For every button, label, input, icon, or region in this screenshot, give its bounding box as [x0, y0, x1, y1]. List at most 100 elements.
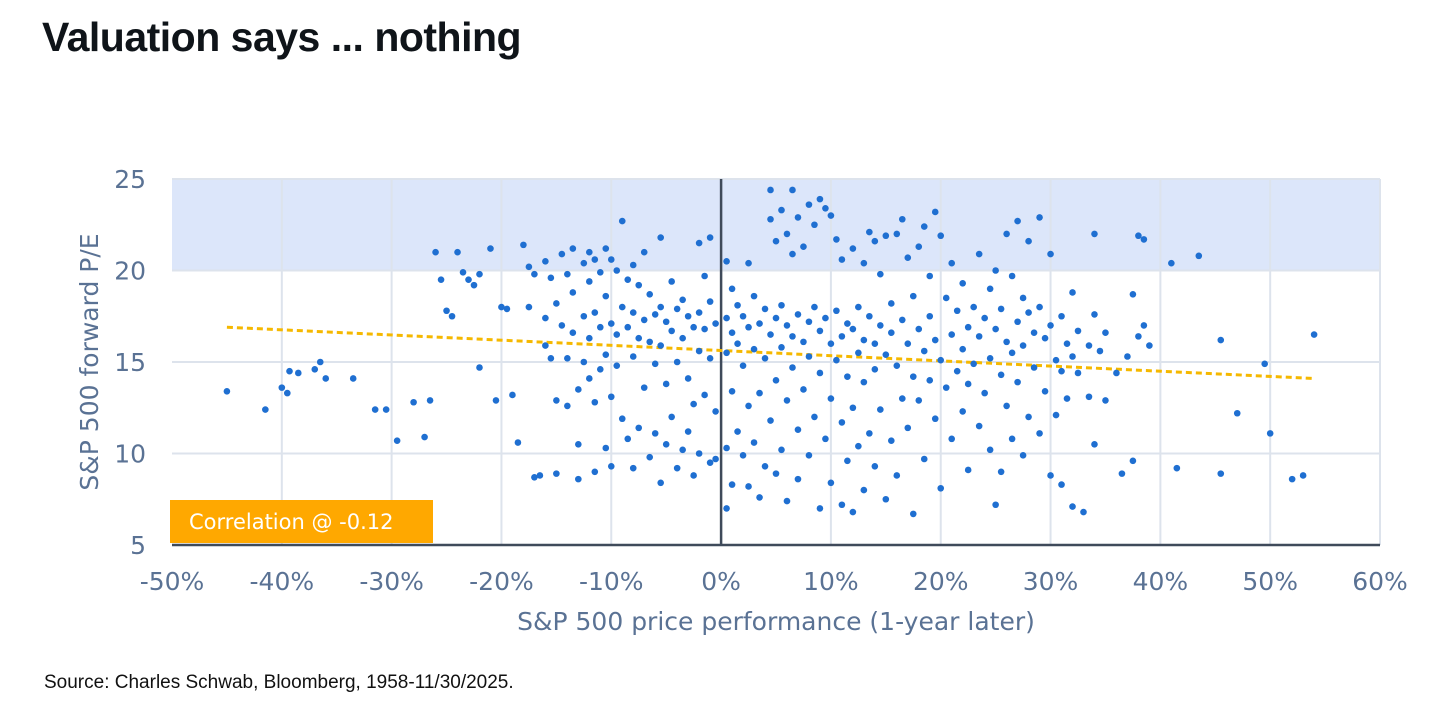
scatter-point — [756, 494, 763, 501]
scatter-point — [778, 344, 785, 351]
scatter-point — [997, 305, 1005, 313]
scatter-point — [882, 495, 890, 503]
scatter-point — [684, 312, 692, 320]
scatter-point — [844, 373, 851, 380]
scatter-point — [745, 259, 752, 267]
scatter-point — [1135, 232, 1142, 240]
scatter-point — [575, 386, 582, 393]
scatter-point — [959, 408, 966, 415]
scatter-point — [948, 331, 956, 338]
scatter-point — [860, 336, 868, 344]
scatter-point — [1003, 338, 1010, 346]
scatter-point — [767, 186, 774, 194]
scatter-point — [992, 267, 999, 274]
scatter-point — [635, 334, 643, 342]
scatter-point — [1091, 441, 1098, 448]
scatter-point — [838, 419, 846, 426]
scatter-point — [580, 312, 588, 320]
scatter-point — [915, 397, 923, 404]
x-tick-label: 30% — [1023, 567, 1079, 596]
scatter-point — [920, 223, 928, 230]
scatter-point — [542, 342, 549, 349]
scatter-point — [1288, 475, 1296, 483]
scatter-point — [646, 453, 654, 461]
scatter-point — [827, 340, 835, 348]
scatter-point — [761, 355, 769, 362]
x-tick-label: 20% — [913, 567, 969, 596]
scatter-point — [789, 250, 796, 258]
scatter-point — [866, 228, 873, 236]
highlight-band — [172, 179, 1380, 271]
scatter-point — [942, 384, 950, 391]
scatter-point — [805, 201, 813, 208]
scatter-point — [745, 402, 752, 410]
scatter-point — [657, 234, 664, 241]
scatter-point — [448, 312, 456, 320]
scatter-point — [882, 232, 890, 240]
scatter-point — [794, 426, 802, 434]
scatter-point — [1052, 356, 1060, 364]
scatter-point — [640, 384, 648, 391]
scatter-point — [783, 322, 791, 329]
scatter-point — [1036, 430, 1043, 437]
scatter-point — [602, 292, 610, 300]
scatter-point — [580, 259, 588, 267]
scatter-point — [1008, 349, 1016, 357]
scatter-point — [920, 455, 928, 463]
scatter-point — [942, 294, 950, 302]
scatter-point — [1195, 252, 1203, 260]
scatter-point — [789, 333, 796, 340]
y-axis-title: S&P 500 forward P/E — [75, 233, 104, 490]
scatter-point — [607, 463, 615, 470]
scatter-point — [1036, 214, 1043, 221]
scatter-point — [756, 320, 763, 327]
scatter-point — [1140, 236, 1148, 243]
scatter-point — [783, 397, 791, 404]
scatter-point — [948, 259, 956, 267]
scatter-point — [789, 186, 796, 194]
scatter-point — [986, 355, 994, 362]
scatter-point — [739, 452, 747, 459]
scatter-point — [915, 243, 923, 251]
scatter-point — [1102, 329, 1109, 337]
scatter-point — [564, 270, 571, 278]
scatter-point — [855, 303, 862, 311]
scatter-point — [662, 318, 670, 326]
scatter-point — [893, 362, 901, 369]
scatter-point — [596, 323, 604, 331]
scatter-point — [629, 261, 637, 269]
scatter-point — [629, 309, 637, 316]
scatter-point — [1019, 452, 1027, 459]
scatter-point — [898, 316, 906, 324]
scatter-point — [920, 347, 928, 355]
scatter-point — [668, 327, 675, 335]
scatter-point — [1069, 353, 1076, 360]
scatter-point — [860, 486, 868, 494]
scatter-point — [728, 285, 736, 293]
scatter-point — [888, 437, 895, 444]
scatter-point — [437, 276, 445, 283]
scatter-point — [1025, 237, 1032, 245]
scatter-point — [772, 470, 780, 477]
x-tick-label: 50% — [1242, 567, 1298, 596]
scatter-point — [849, 325, 857, 333]
x-tick-label: 60% — [1352, 567, 1408, 596]
scatter-point — [525, 263, 533, 271]
scatter-point — [476, 270, 483, 278]
scatter-point — [564, 402, 571, 410]
scatter-point — [986, 285, 994, 293]
scatter-point — [805, 318, 813, 326]
scatter-point — [728, 387, 736, 395]
scatter-point — [882, 351, 890, 358]
scatter-point — [1019, 342, 1027, 349]
scatter-point — [492, 397, 500, 404]
scatter-point — [723, 444, 730, 452]
scatter-point — [695, 309, 703, 316]
scatter-point — [558, 250, 566, 258]
scatter-point — [767, 215, 774, 223]
scatter-point — [657, 342, 664, 349]
scatter-point — [618, 217, 626, 225]
scatter-point — [964, 380, 972, 388]
scatter-point — [827, 395, 835, 402]
scatter-point — [1008, 435, 1016, 443]
